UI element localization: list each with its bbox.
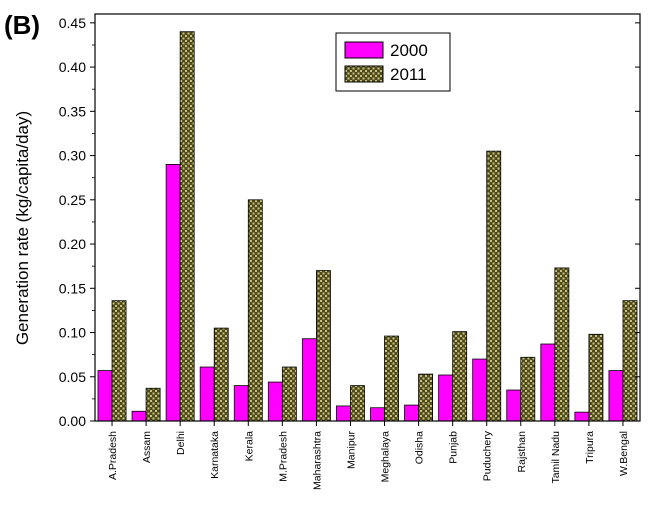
y-tick-label: 0.10 bbox=[59, 325, 86, 341]
bar-2011-punjab bbox=[452, 331, 468, 422]
x-tick-label: Punjab bbox=[448, 431, 460, 464]
bar-2000-wbengal bbox=[608, 370, 624, 422]
bar-2000-mpradesh bbox=[267, 381, 283, 422]
plot-frame bbox=[94, 13, 641, 422]
bar-2011-meghalaya bbox=[384, 335, 399, 422]
bar-2011-karnataka bbox=[213, 327, 229, 422]
axes-layer bbox=[94, 13, 641, 422]
x-tick-label: Kerala bbox=[243, 431, 255, 462]
bar-2000-apradesh bbox=[97, 370, 113, 422]
bar-2011-wbengal bbox=[622, 300, 638, 422]
bar-2011-rajsthan bbox=[520, 356, 536, 422]
x-tick-label: Maharashtra bbox=[311, 431, 323, 490]
x-tick-label: Tripura bbox=[584, 431, 596, 464]
bar-2011-manipur bbox=[350, 385, 365, 422]
x-tick-label: W.Bengal bbox=[618, 431, 630, 476]
bar-2000-maharashtra bbox=[301, 338, 317, 422]
bar-2000-tripura bbox=[574, 411, 590, 422]
y-axis-title: Generation rate (kg/capita/day) bbox=[13, 111, 32, 345]
x-tick-label: Tamil Nadu bbox=[550, 431, 562, 484]
legend-label-2011: 2011 bbox=[390, 65, 427, 84]
y-tick-label: 0.20 bbox=[59, 236, 86, 252]
bar-2000-delhi bbox=[165, 164, 181, 422]
x-tick-label: Meghalaya bbox=[380, 431, 392, 483]
bar-2000-puduchery bbox=[472, 358, 488, 422]
x-tick-label: Rajsthan bbox=[516, 431, 528, 473]
bar-2011-maharashtra bbox=[316, 270, 331, 422]
x-tick-label: M.Pradesh bbox=[277, 431, 289, 482]
y-tick-label: 0.25 bbox=[59, 192, 86, 208]
x-tick-label: Karnataka bbox=[209, 431, 221, 479]
x-tick-label: A.Pradesh bbox=[107, 431, 119, 480]
legend: 2000 2011 bbox=[335, 32, 451, 92]
bar-2011-tamilnadu bbox=[554, 267, 570, 422]
y-tick-label: 0.15 bbox=[59, 280, 86, 296]
y-tick-label: 0.05 bbox=[59, 369, 86, 385]
bar-2011-odisha bbox=[418, 373, 434, 422]
bar-2000-assam bbox=[131, 410, 147, 422]
bar-2011-tripura bbox=[588, 333, 604, 422]
x-tick-label: Assam bbox=[141, 431, 153, 463]
bars-layer bbox=[97, 31, 638, 422]
x-tick-label: Delhi bbox=[175, 431, 187, 455]
y-tick-label: 0.35 bbox=[59, 103, 86, 119]
bar-2000-kerala bbox=[233, 385, 249, 422]
bar-2000-karnataka bbox=[199, 366, 215, 422]
bar-2000-tamilnadu bbox=[540, 343, 556, 422]
bar-2011-delhi bbox=[179, 31, 195, 422]
panel-label: (B) bbox=[4, 10, 40, 40]
bar-2011-kerala bbox=[247, 199, 263, 422]
bar-2000-rajsthan bbox=[506, 389, 522, 422]
x-tick-label: Puduchery bbox=[482, 430, 494, 481]
legend-swatch-2011 bbox=[344, 65, 384, 83]
bar-2000-odisha bbox=[404, 404, 419, 422]
ticks-layer: A.Pradesh Assam Delhi Karnataka Kerala M.Prad… bbox=[59, 15, 640, 490]
y-tick-label: 0.30 bbox=[59, 148, 86, 164]
x-tick-label: Odisha bbox=[414, 431, 426, 464]
y-tick-label: 0.00 bbox=[59, 413, 86, 429]
bar-2011-assam bbox=[145, 387, 161, 422]
bar-2011-puduchery bbox=[486, 150, 502, 422]
y-tick-label: 0.40 bbox=[59, 59, 86, 75]
bar-2011-apradesh bbox=[111, 300, 127, 422]
bar-2011-mpradesh bbox=[281, 366, 297, 422]
y-tick-label: 0.45 bbox=[59, 15, 86, 31]
bar-2000-punjab bbox=[438, 374, 454, 422]
legend-swatch-2000 bbox=[344, 41, 384, 59]
legend-label-2000: 2000 bbox=[390, 41, 428, 60]
bar-2000-meghalaya bbox=[370, 407, 385, 422]
bar-2000-manipur bbox=[336, 405, 351, 422]
x-tick-label: Manipur bbox=[345, 430, 357, 468]
